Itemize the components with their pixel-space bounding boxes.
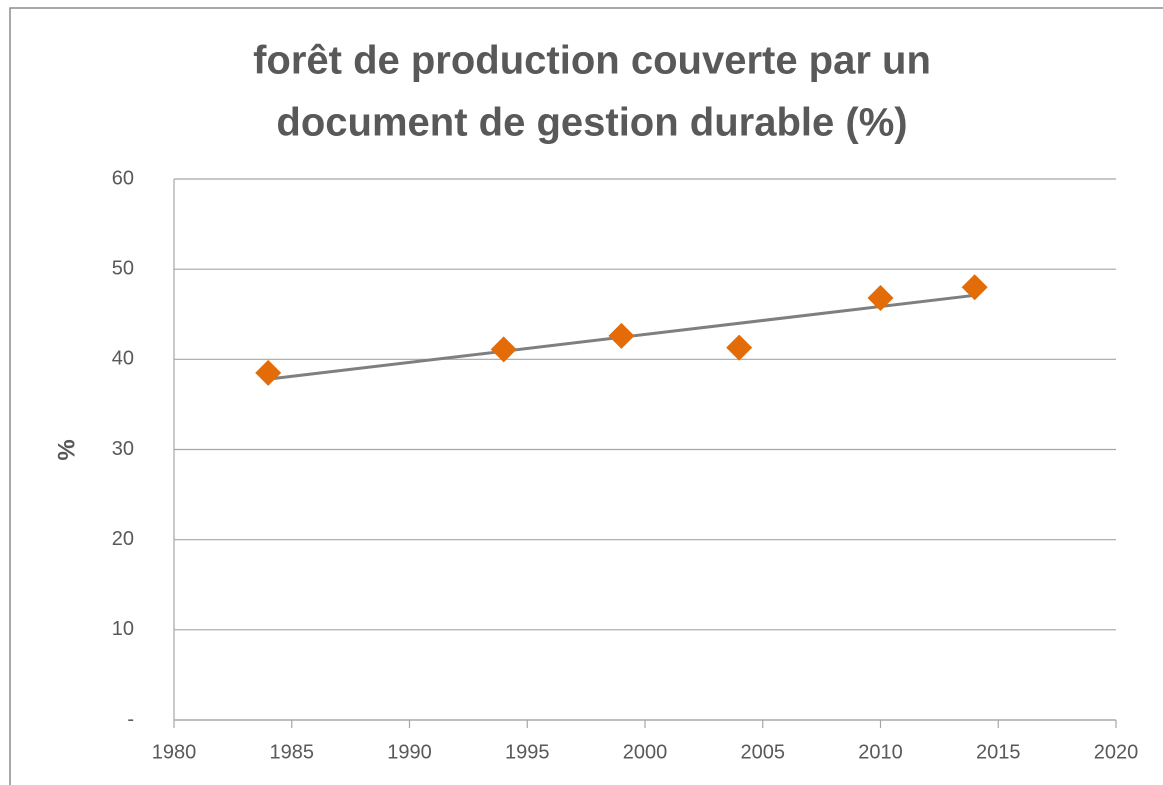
y-axis-label: % <box>53 439 80 460</box>
x-tick-label: 1995 <box>505 741 550 763</box>
scatter-point <box>867 285 894 312</box>
scatter-point <box>726 334 753 361</box>
y-tick-label: 40 <box>112 348 134 370</box>
scatter-point <box>608 322 635 349</box>
y-tick-label: 50 <box>112 257 134 279</box>
x-tick-label: 2005 <box>741 741 786 763</box>
y-tick-label: - <box>127 708 134 730</box>
x-tick-label: 1985 <box>270 741 315 763</box>
x-tick-label: 2020 <box>1094 741 1139 763</box>
scatter-point <box>255 359 282 386</box>
y-tick-label: 20 <box>112 528 134 550</box>
x-tick-label: 1980 <box>152 741 197 763</box>
y-tick-label: 10 <box>112 618 134 640</box>
chart-title: document de gestion durable (%) <box>276 101 907 145</box>
x-tick-label: 2000 <box>623 741 668 763</box>
chart-frame <box>9 7 1163 785</box>
x-tick-label: 1990 <box>387 741 432 763</box>
chart-title: forêt de production couverte par un <box>253 39 931 83</box>
scatter-point <box>490 336 517 363</box>
x-tick-label: 2015 <box>976 741 1021 763</box>
y-tick-label: 60 <box>112 167 134 189</box>
x-tick-label: 2010 <box>858 741 903 763</box>
y-tick-label: 30 <box>112 438 134 460</box>
scatter-point <box>961 274 988 301</box>
